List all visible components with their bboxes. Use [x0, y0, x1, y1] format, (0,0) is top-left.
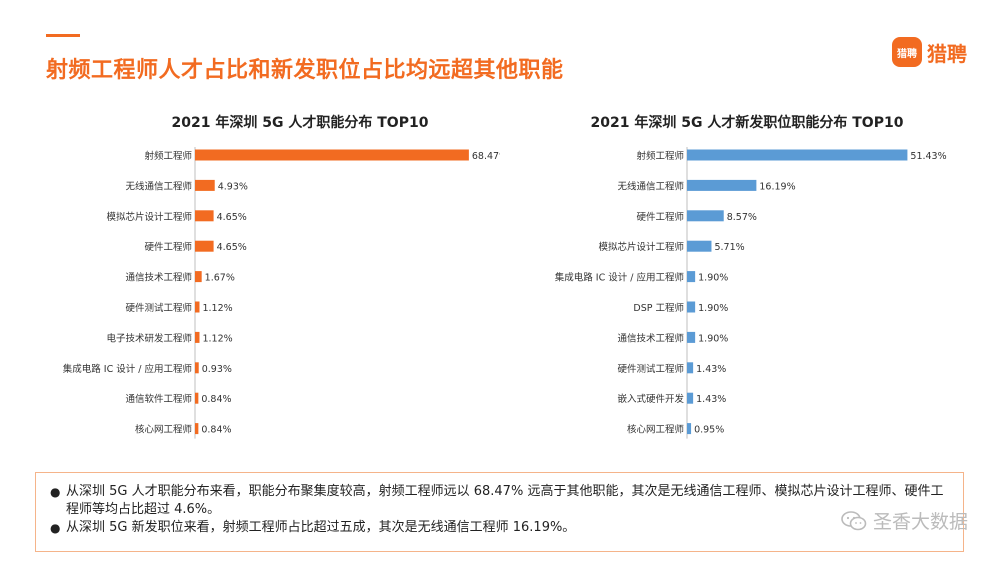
bar [195, 392, 199, 404]
wechat-icon [841, 510, 867, 530]
summary-item: ● 从深圳 5G 人才职能分布来看，职能分布聚集度较高，射频工程师远以 68.4… [50, 483, 949, 519]
data-label: 4.65% [217, 242, 247, 253]
category-label: 硬件测试工程师 [617, 363, 684, 375]
data-label: 51.43% [910, 151, 946, 162]
category-label: 硬件测试工程师 [125, 302, 192, 314]
liepin-logo-icon: 猎聘 [892, 37, 922, 67]
category-label: DSP 工程师 [633, 302, 684, 314]
category-label: 通信软件工程师 [125, 393, 192, 405]
header-accent-line [46, 34, 80, 37]
bullet-icon: ● [50, 485, 61, 499]
category-label: 电子技术研发工程师 [106, 332, 192, 344]
data-label: 1.12% [202, 303, 232, 314]
category-label: 模拟芯片设计工程师 [106, 211, 192, 223]
data-label: 1.43% [696, 364, 726, 375]
bar [687, 423, 692, 435]
summary-text: 从深圳 5G 人才职能分布来看，职能分布聚集度较高，射频工程师远以 68.47%… [66, 484, 944, 517]
watermark-text: 圣香大数据 [872, 511, 968, 533]
summary-item: ● 从深圳 5G 新发职位来看，射频工程师占比超过五成，其次是无线通信工程师 1… [50, 519, 949, 537]
data-label: 1.90% [698, 273, 728, 284]
bar [687, 210, 724, 222]
category-label: 射频工程师 [636, 150, 684, 162]
bar [195, 149, 469, 161]
category-label: 模拟芯片设计工程师 [598, 241, 684, 253]
page-title: 射频工程师人才占比和新发职位占比均远超其他职能 [46, 58, 564, 83]
category-label: 核心网工程师 [627, 424, 684, 436]
job-function-bar-chart: 射频工程师 51.43% 无线通信工程师 16.19% 硬件工程师 8.57% 模拟芯片设计… [555, 147, 947, 439]
data-label: 68.47% [472, 151, 500, 162]
category-label: 通信技术工程师 [617, 332, 684, 344]
talent-function-bar-chart: 射频工程师 68.47% 无线通信工程师 4.93% 模拟芯片设计工程师 4.65% 硬件工… [63, 147, 500, 439]
category-label: 无线通信工程师 [125, 180, 192, 192]
data-label: 0.84% [201, 394, 231, 405]
bar [195, 271, 202, 283]
bar [195, 240, 214, 252]
category-label: 无线通信工程师 [617, 180, 684, 192]
bar [687, 331, 696, 343]
bar [687, 179, 757, 191]
bar [195, 362, 199, 374]
data-label: 4.93% [218, 181, 248, 192]
chart-title-jobs: 2021 年深圳 5G 人才新发职位职能分布 TOP10 [590, 115, 904, 131]
bar [687, 271, 696, 283]
data-label: 1.12% [202, 333, 232, 344]
category-label: 射频工程师 [144, 150, 192, 162]
data-label: 1.90% [698, 333, 728, 344]
category-label: 硬件工程师 [636, 211, 684, 223]
category-label: 集成电路 IC 设计 / 应用工程师 [63, 363, 192, 375]
data-label: 0.84% [201, 425, 231, 436]
bar [687, 301, 696, 313]
data-label: 1.90% [698, 303, 728, 314]
data-label: 0.93% [202, 364, 232, 375]
category-label: 集成电路 IC 设计 / 应用工程师 [555, 272, 684, 284]
watermark: 圣香大数据 [841, 507, 968, 534]
summary-box: ● 从深圳 5G 人才职能分布来看，职能分布聚集度较高，射频工程师远以 68.4… [35, 472, 964, 552]
bullet-icon: ● [50, 521, 61, 535]
bar [195, 423, 199, 435]
data-label: 16.19% [759, 181, 795, 192]
bar [195, 331, 200, 343]
category-label: 嵌入式硬件开发 [617, 393, 684, 405]
bar [687, 362, 694, 374]
data-label: 5.71% [714, 242, 744, 253]
bar [195, 179, 215, 191]
data-label: 0.95% [694, 425, 724, 436]
data-label: 1.67% [205, 273, 235, 284]
data-label: 8.57% [727, 212, 757, 223]
bar [687, 149, 908, 161]
category-label: 通信技术工程师 [125, 272, 192, 284]
bar [687, 392, 694, 404]
bar [687, 240, 712, 252]
data-label: 4.65% [217, 212, 247, 223]
data-label: 1.43% [696, 394, 726, 405]
category-label: 硬件工程师 [144, 241, 192, 253]
chart-title-talent: 2021 年深圳 5G 人才职能分布 TOP10 [171, 115, 429, 131]
bar [195, 301, 200, 313]
liepin-logo: 猎聘 猎聘 [892, 37, 967, 67]
bar [195, 210, 214, 222]
logo-text: 猎聘 [927, 41, 967, 66]
summary-text: 从深圳 5G 新发职位来看，射频工程师占比超过五成，其次是无线通信工程师 16.… [66, 520, 576, 535]
category-label: 核心网工程师 [135, 424, 192, 436]
